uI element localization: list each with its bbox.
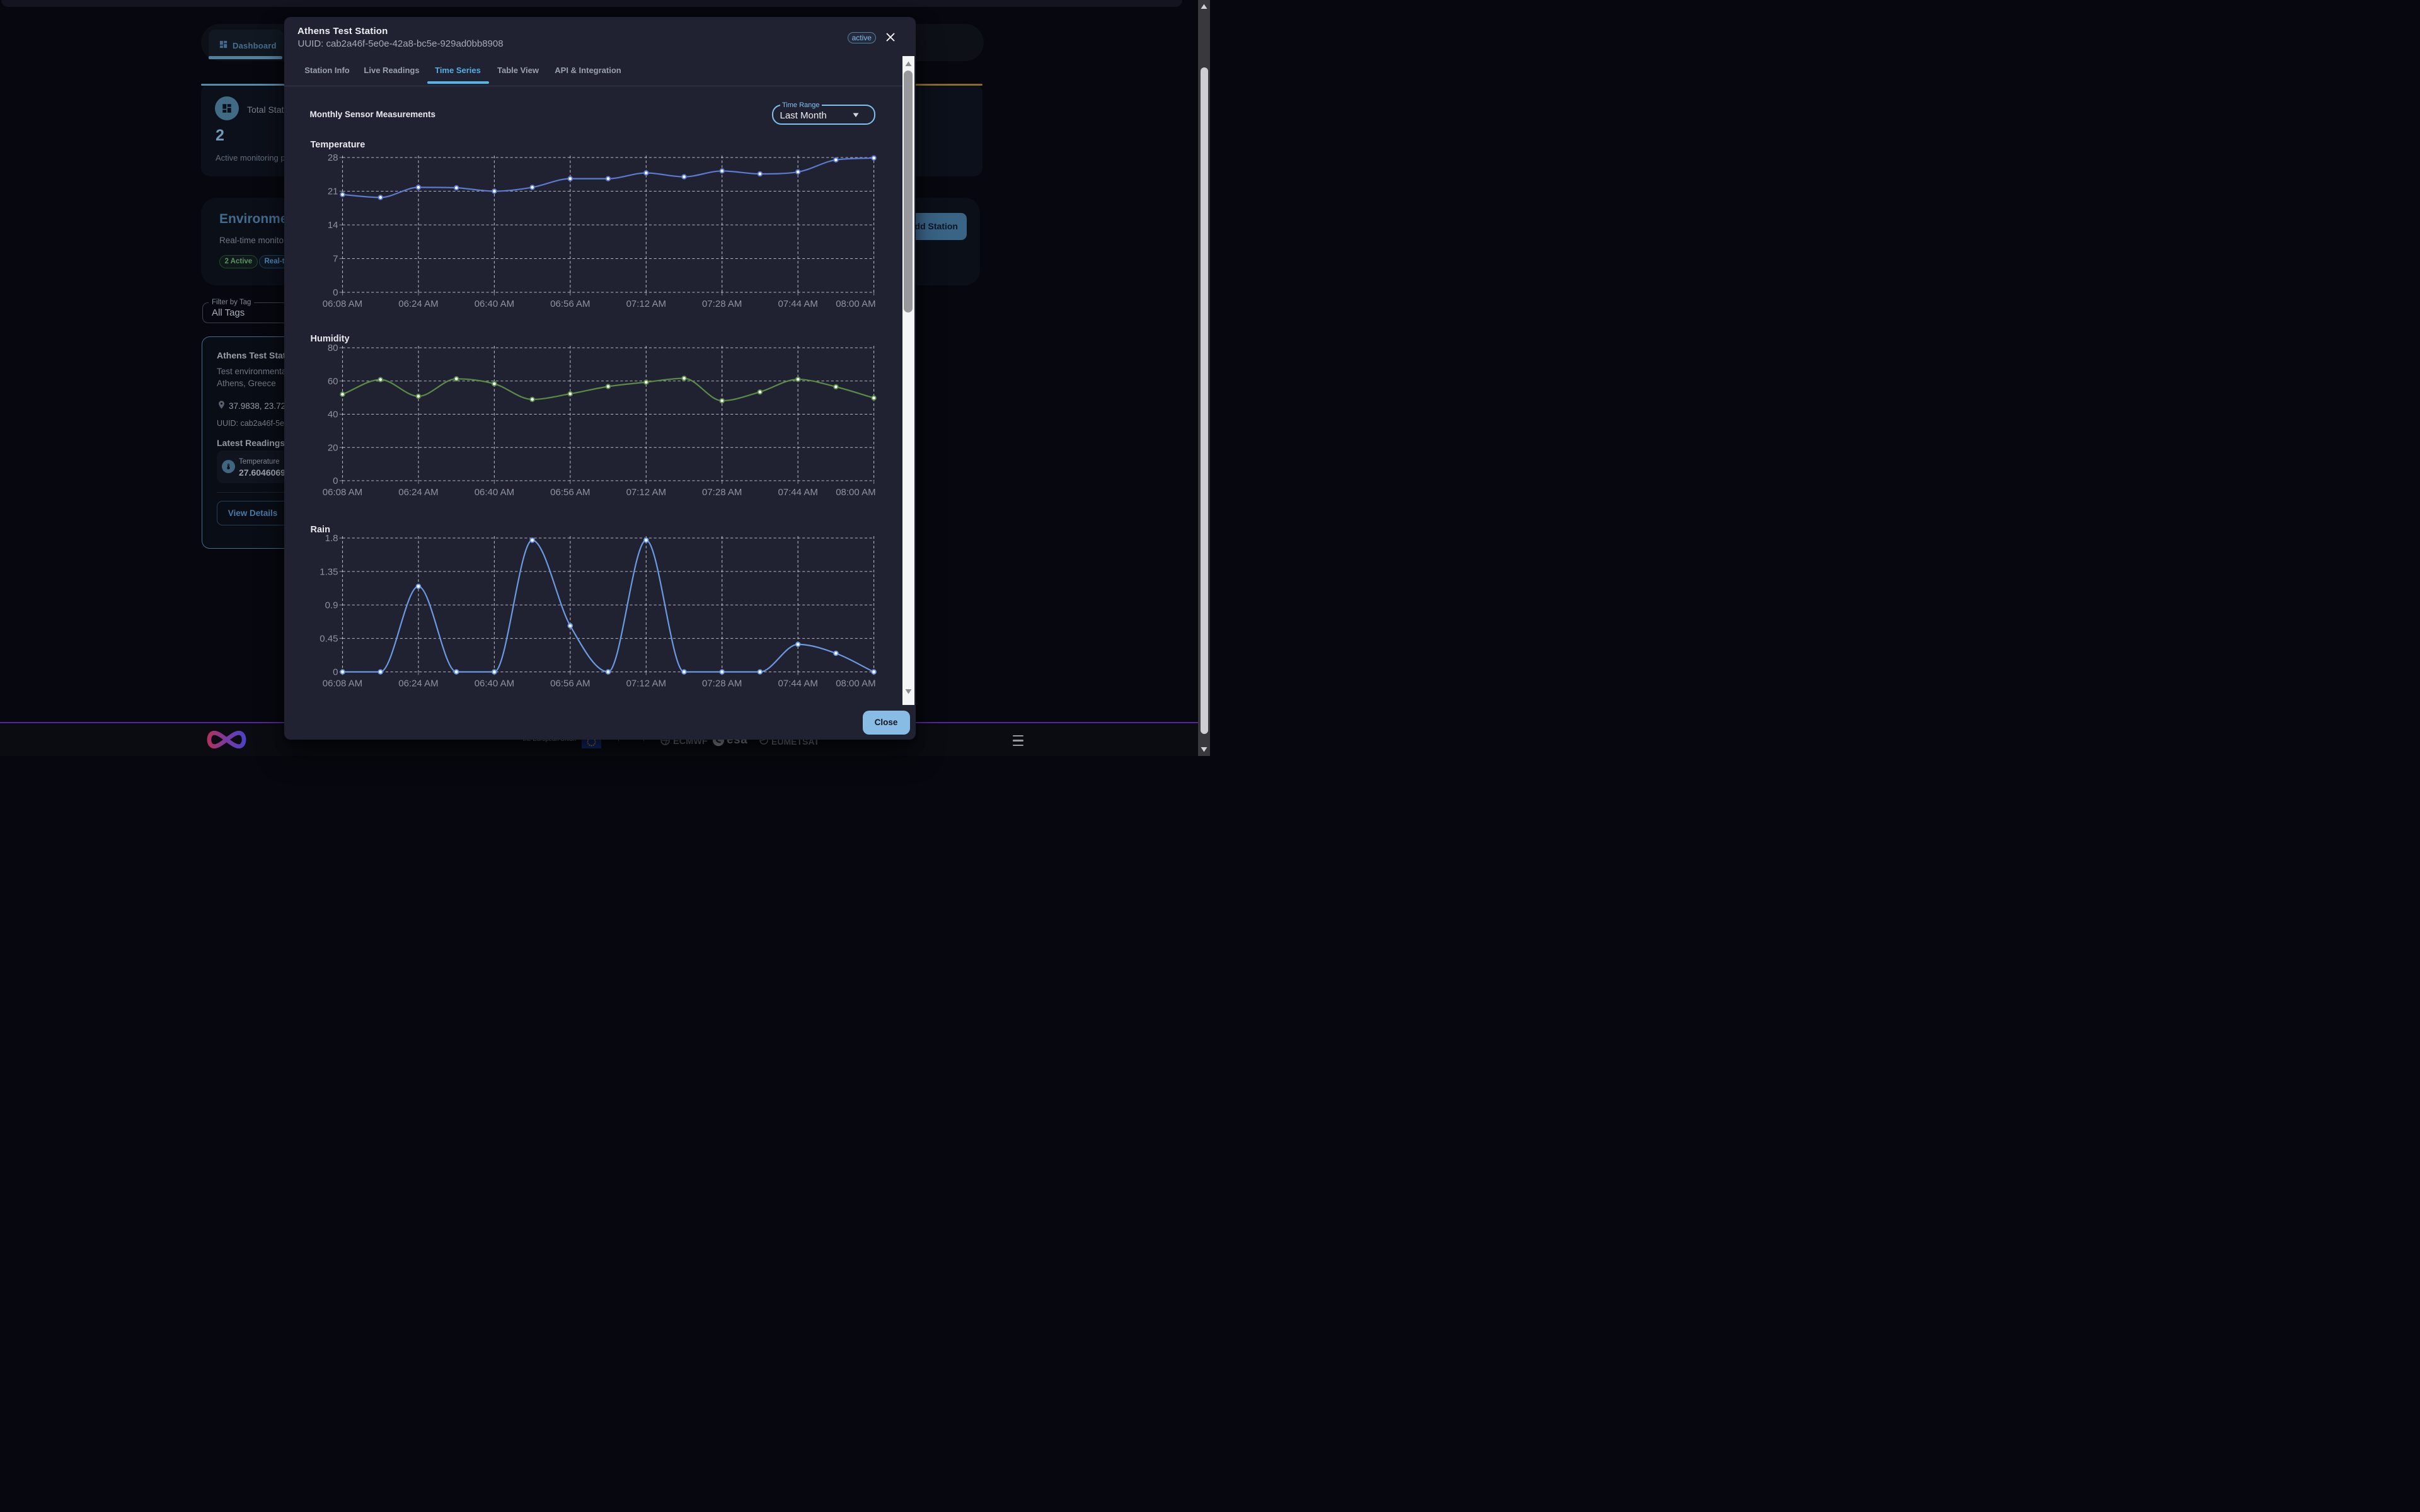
svg-text:0.45: 0.45 — [320, 634, 338, 644]
svg-text:06:08 AM: 06:08 AM — [323, 487, 362, 498]
svg-text:21: 21 — [328, 186, 338, 197]
svg-text:80: 80 — [328, 343, 338, 353]
svg-text:07:28 AM: 07:28 AM — [702, 679, 742, 689]
svg-text:0: 0 — [333, 476, 338, 486]
svg-text:0.9: 0.9 — [325, 600, 338, 610]
svg-text:14: 14 — [328, 220, 338, 231]
svg-text:06:56 AM: 06:56 AM — [550, 487, 590, 498]
svg-text:06:40 AM: 06:40 AM — [475, 487, 514, 498]
svg-text:06:24 AM: 06:24 AM — [398, 487, 438, 498]
svg-text:06:24 AM: 06:24 AM — [398, 299, 438, 309]
svg-text:06:56 AM: 06:56 AM — [550, 679, 590, 689]
svg-text:60: 60 — [328, 375, 338, 386]
svg-text:08:00 AM: 08:00 AM — [836, 299, 875, 309]
svg-text:07:28 AM: 07:28 AM — [702, 487, 742, 498]
svg-text:06:56 AM: 06:56 AM — [550, 299, 590, 309]
svg-text:7: 7 — [333, 253, 338, 264]
svg-text:06:40 AM: 06:40 AM — [475, 299, 514, 309]
svg-text:0: 0 — [333, 287, 338, 298]
svg-text:07:44 AM: 07:44 AM — [778, 679, 817, 689]
svg-text:06:08 AM: 06:08 AM — [323, 679, 362, 689]
svg-text:1.8: 1.8 — [325, 533, 338, 544]
svg-text:28: 28 — [328, 152, 338, 163]
svg-text:07:44 AM: 07:44 AM — [778, 487, 817, 498]
svg-text:06:40 AM: 06:40 AM — [475, 679, 514, 689]
svg-text:07:44 AM: 07:44 AM — [778, 299, 817, 309]
svg-text:0: 0 — [333, 667, 338, 678]
svg-text:07:12 AM: 07:12 AM — [626, 487, 666, 498]
svg-text:20: 20 — [328, 442, 338, 453]
svg-text:06:24 AM: 06:24 AM — [398, 679, 438, 689]
svg-text:07:12 AM: 07:12 AM — [626, 299, 666, 309]
svg-text:07:28 AM: 07:28 AM — [702, 299, 742, 309]
svg-text:40: 40 — [328, 409, 338, 420]
svg-text:08:00 AM: 08:00 AM — [836, 679, 875, 689]
svg-text:08:00 AM: 08:00 AM — [836, 487, 875, 498]
svg-text:06:08 AM: 06:08 AM — [323, 299, 362, 309]
svg-text:07:12 AM: 07:12 AM — [626, 679, 666, 689]
svg-text:1.35: 1.35 — [320, 566, 338, 577]
